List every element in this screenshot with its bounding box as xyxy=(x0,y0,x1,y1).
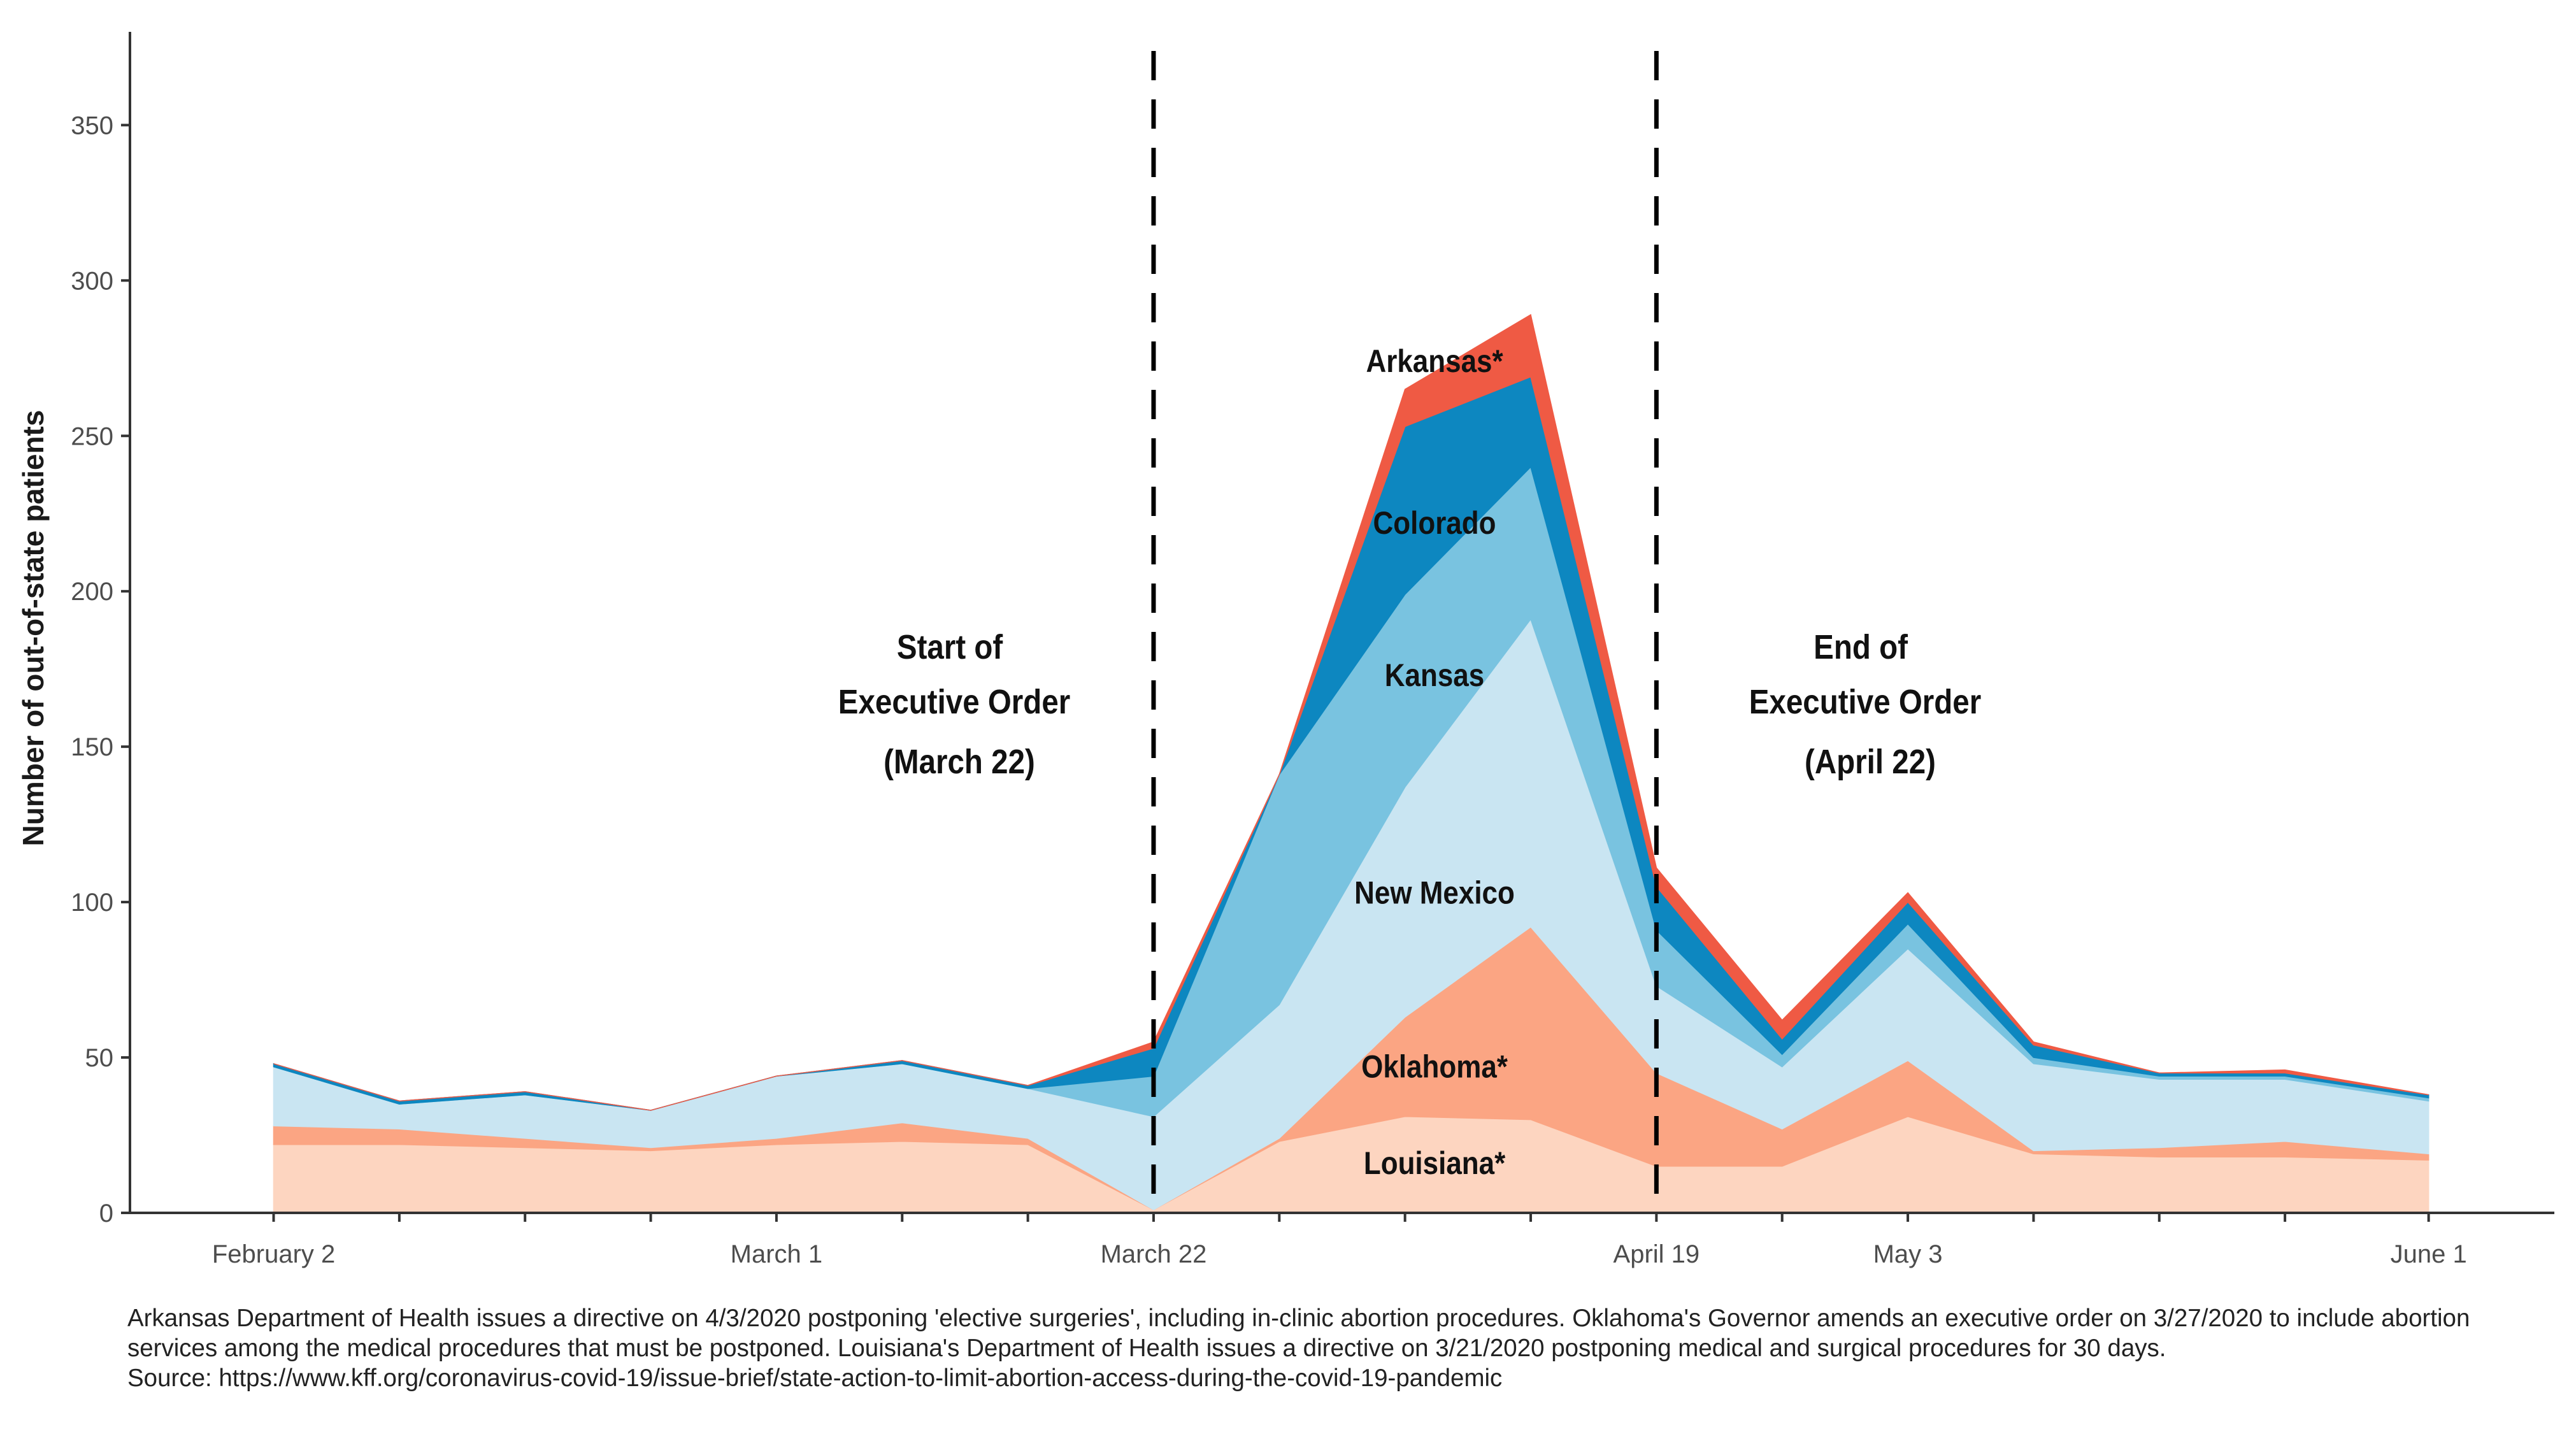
y-tick-label: 300 xyxy=(71,267,113,295)
y-tick-label: 350 xyxy=(71,111,113,140)
axes: 0 50 100 150 200 250 300 350 February 2 March 1 M… xyxy=(71,32,2554,1268)
y-axis-label: Number of out-of-state patients xyxy=(17,410,50,847)
start-order-line-3: (March 22) xyxy=(884,742,1035,781)
area-series-group xyxy=(273,313,2429,1214)
series-label-louisiana: Louisiana* xyxy=(1364,1145,1506,1180)
vertical-reference-lines xyxy=(1151,51,1659,1213)
x-tick-label: May 3 xyxy=(1873,1240,1943,1268)
footnote-source: Source: https://www.kff.org/coronavirus-… xyxy=(127,1364,1503,1392)
end-order-line-2: Executive Order xyxy=(1749,682,1982,721)
x-axis-ticks: February 2 March 1 March 22 April 19 May 3 Ju… xyxy=(212,1213,2467,1268)
start-executive-order-annotation: Start of Executive Order (March 22) xyxy=(838,627,1071,781)
footnote-line-2: services among the medical procedures th… xyxy=(127,1335,2166,1362)
y-tick-label: 150 xyxy=(71,733,113,761)
series-label-colorado: Colorado xyxy=(1373,505,1496,540)
y-tick-label: 100 xyxy=(71,889,113,917)
x-tick-label: March 22 xyxy=(1101,1240,1207,1268)
y-axis-ticks: 0 50 100 150 200 250 300 350 xyxy=(71,111,130,1228)
area-series-arkansas xyxy=(273,313,2429,1111)
footnote: Arkansas Department of Health issues a d… xyxy=(127,1303,2567,1393)
y-tick-label: 200 xyxy=(71,578,113,606)
y-tick-label: 250 xyxy=(71,422,113,450)
start-order-line-1: Start of xyxy=(897,627,1003,666)
y-tick-label: 50 xyxy=(85,1044,114,1072)
series-label-kansas: Kansas xyxy=(1385,657,1484,692)
x-tick-label: March 1 xyxy=(731,1240,823,1268)
start-order-line-2: Executive Order xyxy=(838,682,1071,721)
series-label-arkansas: Arkansas* xyxy=(1366,343,1503,379)
end-order-line-3: (April 22) xyxy=(1805,742,1936,781)
y-tick-label: 0 xyxy=(99,1199,113,1228)
series-label-oklahoma: Oklahoma* xyxy=(1361,1049,1508,1084)
series-labels: Louisiana* Oklahoma* New Mexico Kansas Color… xyxy=(1354,343,1515,1181)
x-tick-label: June 1 xyxy=(2391,1240,2467,1268)
series-label-new-mexico: New Mexico xyxy=(1354,875,1515,910)
end-executive-order-annotation: End of Executive Order (April 22) xyxy=(1749,627,1982,781)
footnote-line-1: Arkansas Department of Health issues a d… xyxy=(127,1305,2470,1332)
x-tick-label: February 2 xyxy=(212,1240,335,1268)
x-tick-label: April 19 xyxy=(1614,1240,1700,1268)
end-order-line-1: End of xyxy=(1814,627,1908,666)
